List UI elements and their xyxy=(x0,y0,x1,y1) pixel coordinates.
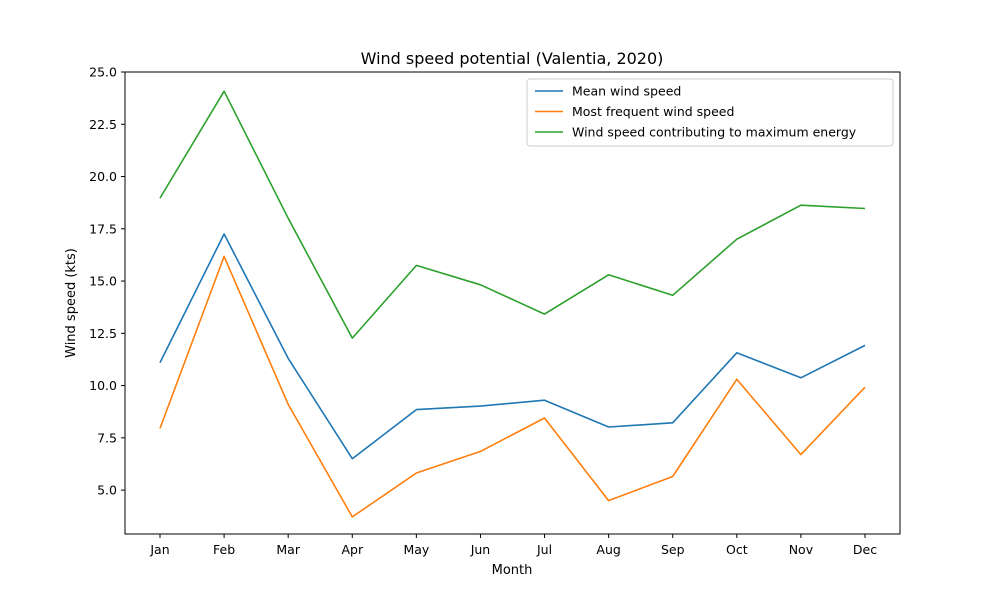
x-axis-ticks: Jan Feb Mar Apr May Jun Jul Aug Sep Oct Nov Dec xyxy=(149,534,877,557)
legend-label: Mean wind speed xyxy=(572,84,681,99)
x-tick-label: Nov xyxy=(789,542,814,557)
y-tick-label: 20.0 xyxy=(89,169,117,184)
legend-label: Most frequent wind speed xyxy=(572,104,734,119)
x-tick-label: Feb xyxy=(213,542,235,557)
series-line-2 xyxy=(159,255,866,518)
y-tick-label: 25.0 xyxy=(89,65,117,80)
x-tick-label: May xyxy=(403,542,429,557)
x-tick-label: Apr xyxy=(341,542,363,557)
series-line-3 xyxy=(159,90,866,339)
series-line-1 xyxy=(159,233,866,460)
y-axis-label: Wind speed (kts) xyxy=(64,248,79,358)
x-tick-label: Jul xyxy=(536,542,552,557)
y-tick-label: 5.0 xyxy=(97,483,117,498)
chart-title: Wind speed potential (Valentia, 2020) xyxy=(361,49,664,68)
x-tick-label: Aug xyxy=(596,542,620,557)
x-tick-label: Dec xyxy=(853,542,877,557)
y-tick-label: 12.5 xyxy=(89,326,117,341)
legend-label: Wind speed contributing to maximum energ… xyxy=(572,125,857,140)
x-tick-label: Oct xyxy=(726,542,748,557)
y-tick-label: 22.5 xyxy=(89,117,117,132)
y-tick-label: 7.5 xyxy=(97,430,117,445)
plot-frame xyxy=(124,71,901,535)
y-tick-label: 17.5 xyxy=(89,221,117,236)
legend: Mean wind speed Most frequent wind speed W… xyxy=(526,78,894,147)
legend-box xyxy=(526,78,894,147)
y-tick-label: 10.0 xyxy=(89,378,117,393)
x-tick-label: Jan xyxy=(149,542,169,557)
x-axis-label: Month xyxy=(492,563,533,578)
x-tick-label: Mar xyxy=(276,542,300,557)
series-lines xyxy=(159,90,866,518)
x-tick-label: Sep xyxy=(661,542,685,557)
y-axis-ticks: 5.0 7.5 10.0 12.5 15.0 17.5 20.0 22.5 25.0 xyxy=(89,65,125,498)
y-tick-label: 15.0 xyxy=(89,274,117,289)
x-tick-label: Jun xyxy=(470,542,491,557)
